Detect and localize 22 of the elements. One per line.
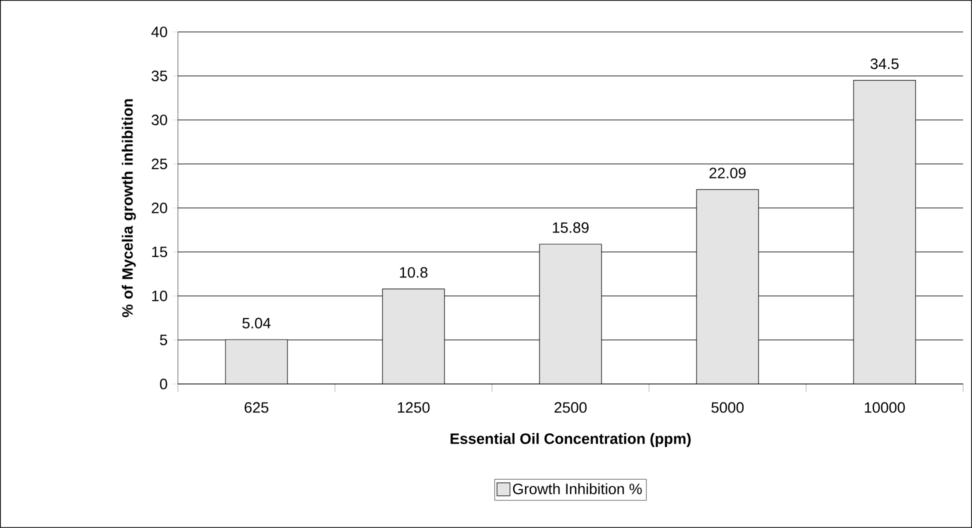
y-tick-label: 0 [160, 378, 168, 390]
data-label: 15.89 [552, 222, 589, 233]
y-axis-title: % of Mycelia growth inhibition [122, 99, 136, 318]
data-label: 10.8 [400, 267, 428, 278]
y-tick-label: 5 [160, 334, 168, 346]
x-tick-label: 1250 [398, 402, 430, 413]
y-tick-label: 30 [152, 114, 168, 126]
data-label: 5.04 [242, 318, 271, 328]
x-tick-label: 10000 [864, 402, 905, 413]
legend-label: Growth Inhibition % [513, 483, 642, 494]
x-tick-label: 625 [244, 402, 268, 413]
y-tick-label: 10 [152, 290, 168, 302]
data-label: 34.5 [870, 58, 899, 70]
y-tick-label: 15 [152, 246, 168, 258]
y-tick-label: 40 [151, 26, 168, 38]
y-tick-label: 35 [152, 70, 168, 82]
x-tick-label: 5000 [711, 402, 744, 413]
data-label: 22.09 [710, 168, 746, 178]
x-tick-label: 2500 [554, 402, 587, 413]
x-axis-title: Essential Oil Concentration (ppm) [450, 433, 691, 448]
y-tick-label: 20 [152, 202, 168, 214]
y-tick-label: 25 [152, 158, 168, 170]
